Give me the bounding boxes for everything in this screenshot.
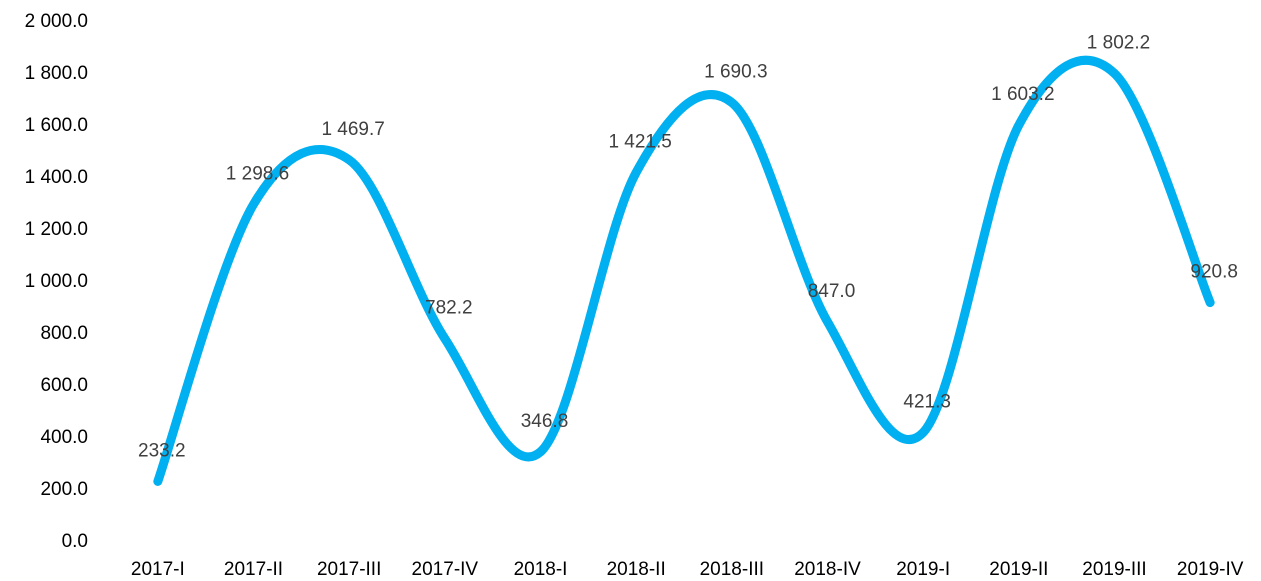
data-label: 1 802.2 — [1087, 32, 1150, 53]
data-label: 346.8 — [521, 411, 569, 432]
data-label: 1 690.3 — [704, 62, 767, 83]
data-label: 1 298.6 — [226, 163, 289, 184]
y-tick-label: 800.0 — [40, 323, 88, 344]
x-tick-label: 2017-I — [131, 559, 185, 580]
x-tick-label: 2019-IV — [1177, 559, 1244, 580]
x-tick-label: 2019-I — [896, 559, 950, 580]
y-tick-label: 1 600.0 — [25, 115, 88, 136]
data-label: 920.8 — [1190, 262, 1238, 283]
x-tick-label: 2019-III — [1082, 559, 1146, 580]
x-tick-label: 2017-III — [317, 559, 381, 580]
y-tick-label: 200.0 — [40, 479, 88, 500]
x-tick-label: 2017-IV — [412, 559, 479, 580]
data-label: 1 469.7 — [321, 119, 384, 140]
y-tick-label: 0.0 — [62, 531, 88, 552]
line — [153, 55, 1215, 486]
data-label: 782.2 — [425, 298, 473, 319]
data-label: 1 603.2 — [991, 84, 1054, 105]
x-tick-label: 2018-III — [700, 559, 764, 580]
y-tick-label: 600.0 — [40, 375, 88, 396]
y-tick-label: 2 000.0 — [25, 11, 88, 32]
x-tick-label: 2017-II — [224, 559, 283, 580]
data-label: 1 421.5 — [608, 131, 671, 152]
x-tick-label: 2018-II — [607, 559, 666, 580]
data-label: 233.2 — [138, 440, 186, 461]
y-tick-label: 1 800.0 — [25, 63, 88, 84]
data-label: 847.0 — [808, 281, 856, 302]
x-tick-label: 2019-II — [989, 559, 1048, 580]
y-tick-label: 1 400.0 — [25, 167, 88, 188]
x-tick-label: 2018-IV — [794, 559, 861, 580]
data-label: 421.3 — [903, 391, 951, 412]
x-tick-label: 2018-I — [514, 559, 568, 580]
y-tick-label: 400.0 — [40, 427, 88, 448]
y-tick-label: 1 200.0 — [25, 219, 88, 240]
y-tick-label: 1 000.0 — [25, 271, 88, 292]
